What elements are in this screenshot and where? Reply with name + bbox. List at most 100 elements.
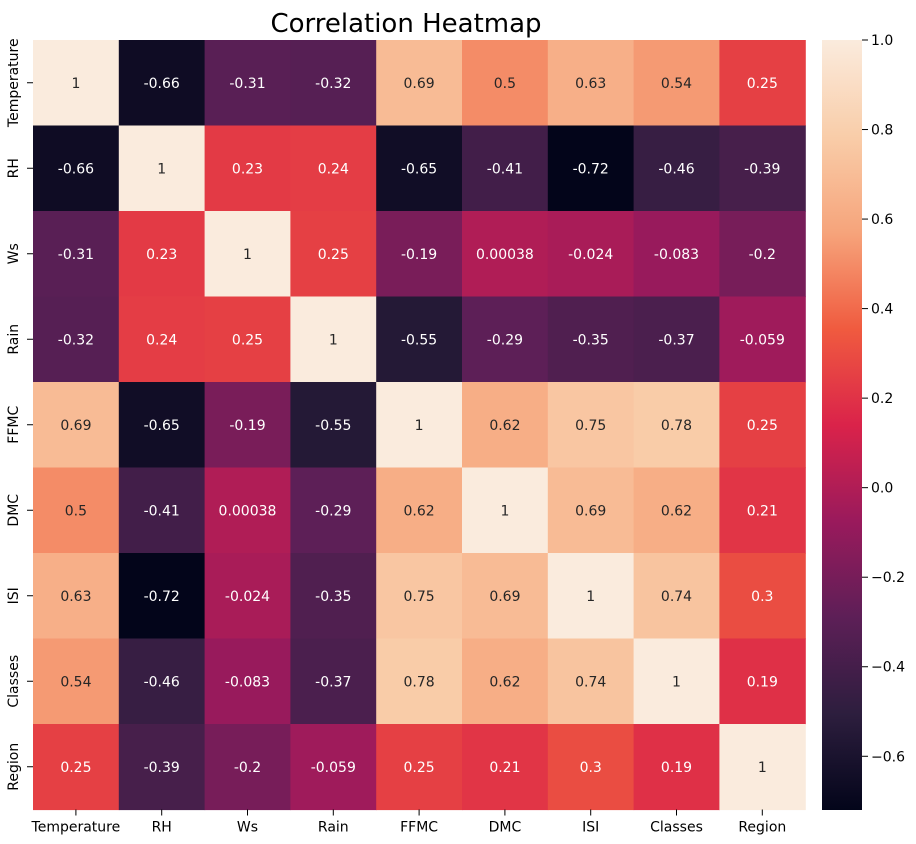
heatmap-cell	[719, 125, 806, 212]
heatmap-cell	[547, 724, 635, 811]
colorbar-tick-label: 0.8	[871, 123, 893, 139]
cell-value-label: -0.29	[315, 503, 351, 519]
cell-value-label: 0.62	[404, 503, 435, 519]
cell-value-label: -0.37	[315, 674, 351, 690]
heatmap-cell	[33, 467, 120, 554]
colorbar-ticks: 1.0 0.8 0.6 0.4 0.2 0.0 −0.2 −0.4 −0.6	[862, 33, 905, 765]
heatmap-cell	[376, 211, 463, 298]
colorbar-gradient	[822, 40, 862, 810]
heatmap-cell	[376, 296, 463, 383]
heatmap-cell	[204, 553, 291, 640]
cell-value-label: 0.63	[60, 589, 91, 605]
cell-value-label: -0.72	[144, 589, 180, 605]
cell-value-label: -0.29	[487, 332, 523, 348]
colorbar-tick-label: −0.6	[871, 749, 905, 765]
cell-value-label: 0.78	[661, 418, 692, 434]
cell-value-label: -0.66	[58, 161, 94, 177]
cell-value-label: 0.3	[580, 760, 602, 776]
cell-value-label: 0.78	[404, 674, 435, 690]
cell-value-label: -0.39	[144, 760, 180, 776]
heatmap-cell	[547, 638, 635, 725]
heatmap-cell	[633, 724, 720, 811]
heatmap-cell	[33, 296, 120, 383]
cell-value-label: 1	[71, 76, 80, 92]
heatmap-cell	[204, 40, 291, 127]
heatmap-cell	[633, 467, 720, 554]
heatmap-cell	[719, 724, 806, 811]
cell-value-label: 0.62	[661, 503, 692, 519]
cell-value-label: 0.25	[232, 332, 263, 348]
cell-value-label: -0.41	[144, 503, 180, 519]
heatmap-cell	[204, 211, 291, 298]
chart-title: Correlation Heatmap	[270, 9, 541, 39]
cell-value-label: 0.19	[747, 674, 778, 690]
heatmap-cell	[118, 40, 206, 127]
heatmap-cell	[719, 40, 806, 127]
cell-value-label: 0.62	[489, 674, 520, 690]
heatmap-cell	[376, 467, 463, 554]
heatmap-cell	[547, 296, 635, 383]
heatmap-cell	[118, 125, 206, 212]
heatmap-cell	[719, 211, 806, 298]
heatmap-cell	[462, 638, 549, 725]
cell-value-label: -0.024	[568, 247, 613, 263]
cell-value-label: -0.059	[311, 760, 356, 776]
x-tick-label: Region	[738, 820, 786, 836]
cell-value-label: 0.21	[489, 760, 520, 776]
cell-value-label: 0.5	[65, 503, 87, 519]
cell-value-label: 0.54	[60, 674, 91, 690]
heatmap-cell	[633, 40, 720, 127]
cell-value-label: -0.72	[573, 161, 609, 177]
heatmap-cell	[633, 125, 720, 212]
heatmap-cell	[118, 382, 206, 469]
cell-value-label: 0.24	[146, 332, 177, 348]
cell-value-label: -0.32	[315, 76, 351, 92]
heatmap-cell	[290, 40, 377, 127]
heatmap-cell	[462, 125, 549, 212]
colorbar-tick-label: −0.4	[871, 660, 905, 676]
x-tick-label: Ws	[237, 820, 258, 836]
cell-value-label: -0.19	[401, 247, 437, 263]
cell-value-label: 0.23	[146, 247, 177, 263]
heatmap-cell	[290, 125, 377, 212]
heatmap-cell	[633, 553, 720, 640]
heatmap-cell	[33, 724, 120, 811]
heatmap-cell	[33, 211, 120, 298]
cell-value-label: 0.21	[747, 503, 778, 519]
heatmap-cell	[719, 382, 806, 469]
heatmap-cell	[462, 40, 549, 127]
heatmap-cell	[376, 553, 463, 640]
heatmap-cells	[33, 40, 806, 811]
cell-value-label: 0.25	[60, 760, 91, 776]
heatmap-cell	[719, 467, 806, 554]
heatmap-cell	[204, 125, 291, 212]
heatmap-cell	[290, 553, 377, 640]
y-tick-label: ISI	[6, 587, 22, 604]
cell-value-label: 0.69	[404, 76, 435, 92]
cell-value-label: 0.00038	[476, 247, 534, 263]
cell-value-label: 1	[672, 674, 681, 690]
heatmap-cell	[462, 296, 549, 383]
cell-value-label: 1	[157, 161, 166, 177]
cell-value-label: 0.69	[60, 418, 91, 434]
y-tick-label: Region	[6, 743, 22, 791]
heatmap-cell	[290, 296, 377, 383]
cell-value-label: -0.55	[315, 418, 351, 434]
cell-value-label: 0.74	[661, 589, 692, 605]
cell-value-label: 0.63	[575, 76, 606, 92]
cell-value-label: 0.69	[575, 503, 606, 519]
cell-value-label: -0.65	[144, 418, 180, 434]
cell-value-label: 0.23	[232, 161, 263, 177]
heatmap-cell	[118, 553, 206, 640]
heatmap-cell	[290, 724, 377, 811]
y-tick-label: FFMC	[6, 406, 22, 444]
x-axis-ticks: Temperature RH Ws Rain FFMC DMC ISI Classes Regi…	[31, 809, 786, 836]
heatmap-cell	[633, 211, 720, 298]
y-tick-label: DMC	[6, 494, 22, 527]
heatmap-cell	[33, 638, 120, 725]
cell-value-label: 0.62	[489, 418, 520, 434]
heatmap-cell	[118, 467, 206, 554]
colorbar: 1.0 0.8 0.6 0.4 0.2 0.0 −0.2 −0.4 −0.6	[822, 33, 905, 810]
cell-value-label: 0.24	[318, 161, 349, 177]
heatmap-cell	[376, 724, 463, 811]
